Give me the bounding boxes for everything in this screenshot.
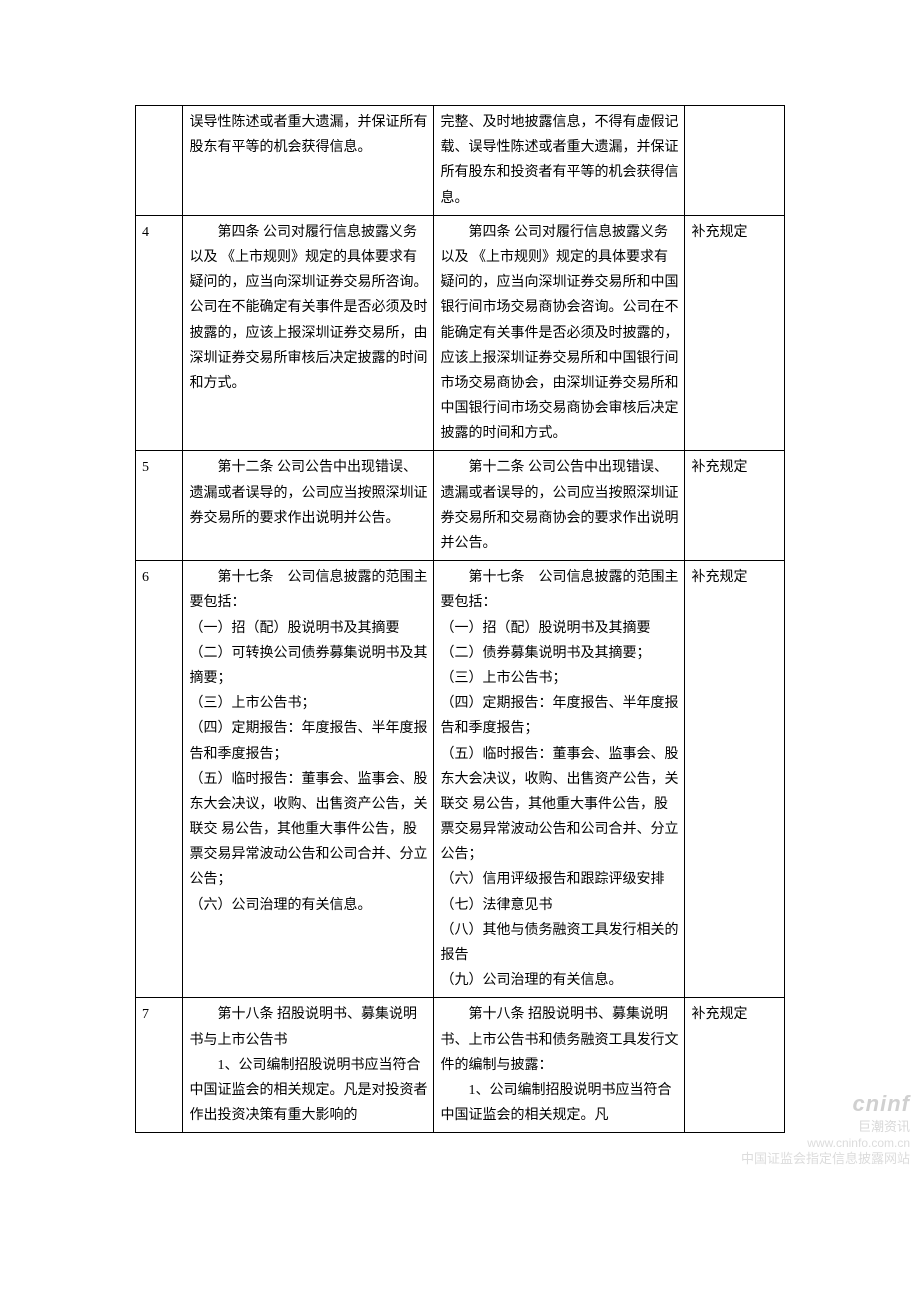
before-text: 第十七条 公司信息披露的范围主要包括： （一）招（配）股说明书及其摘要 （二）可… [189, 565, 427, 918]
before-text: 第四条 公司对履行信息披露义务以及 《上市规则》规定的具体要求有疑问的，应当向深… [189, 220, 427, 396]
after-text: 第十七条 公司信息披露的范围主要包括： （一）招（配）股说明书及其摘要 （二）债… [440, 565, 678, 993]
row-number: 6 [136, 561, 183, 998]
note-text: 补充规定 [685, 451, 785, 561]
table-row: 6 第十七条 公司信息披露的范围主要包括： （一）招（配）股说明书及其摘要 （二… [136, 561, 785, 998]
note-text [685, 106, 785, 216]
before-text: 第十八条 招股说明书、募集说明书与上市公告书 1、公司编制招股说明书应当符合中国… [189, 1002, 427, 1128]
after-text: 完整、及时地披露信息，不得有虚假记载、误导性陈述或者重大遗漏，并保证所有股东和投… [440, 110, 678, 211]
regulation-comparison-table: 误导性陈述或者重大遗漏，并保证所有股东有平等的机会获得信息。 完整、及时地披露信… [135, 105, 785, 1133]
before-text: 第十二条 公司公告中出现错误、遗漏或者误导的，公司应当按照深圳证券交易所的要求作… [189, 455, 427, 531]
after-text: 第十二条 公司公告中出现错误、遗漏或者误导的，公司应当按照深圳证券交易所和交易商… [440, 455, 678, 556]
after-text: 第十八条 招股说明书、募集说明书、上市公告书和债务融资工具发行文件的编制与披露：… [440, 1002, 678, 1128]
watermark-sub: 巨潮资讯 [741, 1119, 910, 1136]
table-body: 误导性陈述或者重大遗漏，并保证所有股东有平等的机会获得信息。 完整、及时地披露信… [136, 106, 785, 1133]
before-text: 误导性陈述或者重大遗漏，并保证所有股东有平等的机会获得信息。 [189, 110, 427, 160]
note-text: 补充规定 [685, 561, 785, 998]
row-number: 7 [136, 998, 183, 1133]
after-text: 第四条 公司对履行信息披露义务以及 《上市规则》规定的具体要求有疑问的，应当向深… [440, 220, 678, 447]
note-text: 补充规定 [685, 215, 785, 451]
row-number [136, 106, 183, 216]
watermark-url: www.cninfo.com.cn [741, 1136, 910, 1152]
table-row: 5 第十二条 公司公告中出现错误、遗漏或者误导的，公司应当按照深圳证券交易所的要… [136, 451, 785, 561]
row-number: 5 [136, 451, 183, 561]
table-row: 7 第十八条 招股说明书、募集说明书与上市公告书 1、公司编制招股说明书应当符合… [136, 998, 785, 1133]
watermark-bottom: 中国证监会指定信息披露网站 [741, 1151, 910, 1168]
watermark: cninf 巨潮资讯 www.cninfo.com.cn 中国证监会指定信息披露… [741, 1090, 910, 1168]
watermark-logo: cninf [741, 1090, 910, 1119]
table-row: 4 第四条 公司对履行信息披露义务以及 《上市规则》规定的具体要求有疑问的，应当… [136, 215, 785, 451]
table-row: 误导性陈述或者重大遗漏，并保证所有股东有平等的机会获得信息。 完整、及时地披露信… [136, 106, 785, 216]
row-number: 4 [136, 215, 183, 451]
